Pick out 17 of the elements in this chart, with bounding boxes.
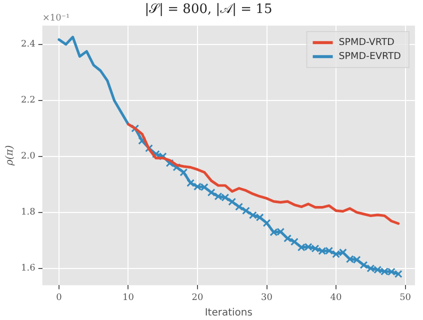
y-tick-label: 2.4 xyxy=(20,40,36,50)
x-tick-label: 20 xyxy=(192,292,204,303)
legend-label: SPMD-VRTD xyxy=(338,37,394,48)
x-tick-label: 10 xyxy=(122,292,134,303)
y-axis-title: ρ(π) xyxy=(4,145,16,167)
x-tick-label: 50 xyxy=(400,292,412,303)
y-tick-label: 1.8 xyxy=(20,208,36,218)
chart-title: |𝒮| = 800, |𝒜| = 15 xyxy=(144,2,272,18)
legend-label: SPMD-EVRTD xyxy=(338,51,402,62)
x-tick-label: 30 xyxy=(261,292,273,303)
text: ×10⁻¹ xyxy=(42,13,70,24)
y-tick-label: 2.2 xyxy=(20,96,36,106)
y-tick-label: 2.0 xyxy=(20,152,36,162)
x-tick-label: 40 xyxy=(330,292,342,303)
x-tick-label: 0 xyxy=(56,292,62,303)
x-axis-title: Iterations xyxy=(204,308,252,319)
y-tick-label: 1.6 xyxy=(20,264,36,274)
